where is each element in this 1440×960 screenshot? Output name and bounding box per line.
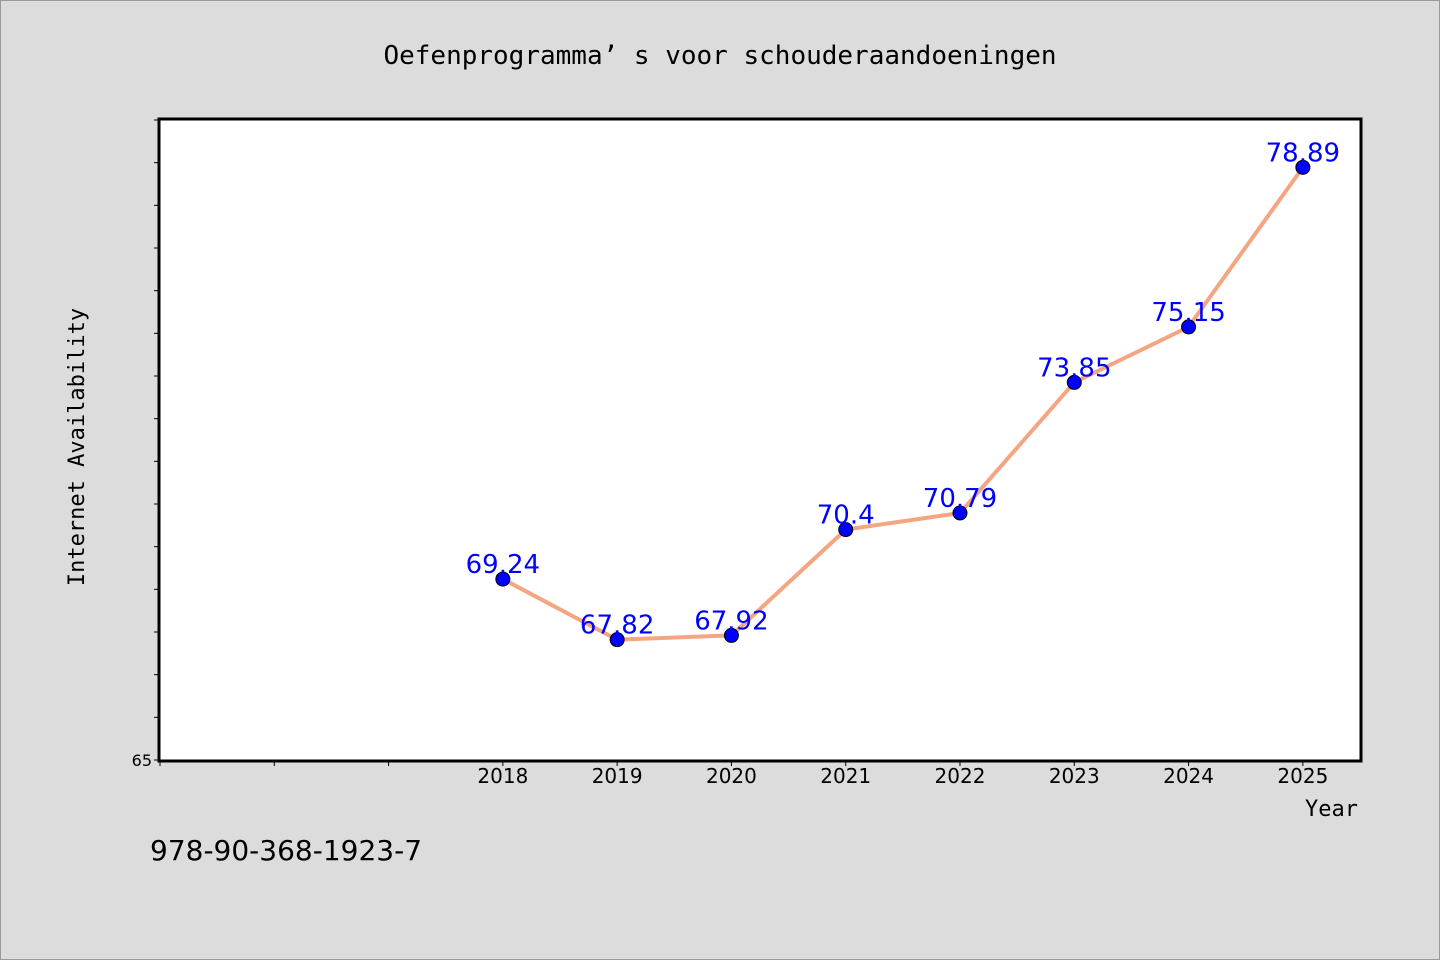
data-label: 70.4 (817, 501, 875, 531)
data-point (495, 571, 511, 587)
isbn-caption: 978-90-368-1923-7 (150, 834, 423, 867)
data-point (952, 505, 968, 521)
chart-title: Oefenprogramma’ s voor schouderaandoenin… (383, 41, 1056, 71)
data-label: 67.92 (694, 606, 768, 636)
x-tick-label: 2025 (1277, 764, 1328, 788)
y-axis-label: Internet Availability (65, 308, 90, 586)
y-axis-ticks: 65 (132, 119, 160, 770)
data-label: 70.79 (923, 484, 997, 514)
data-label: 78.89 (1266, 138, 1340, 168)
x-tick-label: 2023 (1049, 764, 1100, 788)
x-tick-label: 2024 (1163, 764, 1214, 788)
data-point (838, 522, 854, 538)
data-label: 67.82 (580, 611, 654, 641)
x-axis-label: Year (1305, 797, 1358, 822)
y-tick-label: 65 (132, 751, 152, 770)
x-tick-label: 2019 (592, 764, 643, 788)
data-label: 73.85 (1037, 353, 1111, 383)
data-point (723, 627, 739, 643)
data-label: 75.15 (1151, 298, 1225, 328)
data-point (1181, 319, 1197, 335)
x-tick-label: 2022 (935, 764, 986, 788)
x-tick-label: 2020 (706, 764, 757, 788)
plot-area (157, 117, 1363, 763)
series-line (501, 166, 1305, 642)
x-tick-label: 2018 (477, 764, 528, 788)
data-point (1066, 374, 1082, 390)
data-point (1295, 159, 1311, 175)
data-label: 69.24 (466, 550, 540, 580)
x-tick-label: 2021 (820, 764, 871, 788)
series-line-group: 69.24 67.82 67.92 70.4 70.79 73.85 75.15 78.89 (466, 138, 1340, 648)
x-axis-ticks: 2018 2019 2020 2021 2022 2023 2024 2025 (159, 760, 1328, 788)
data-point (609, 632, 625, 648)
